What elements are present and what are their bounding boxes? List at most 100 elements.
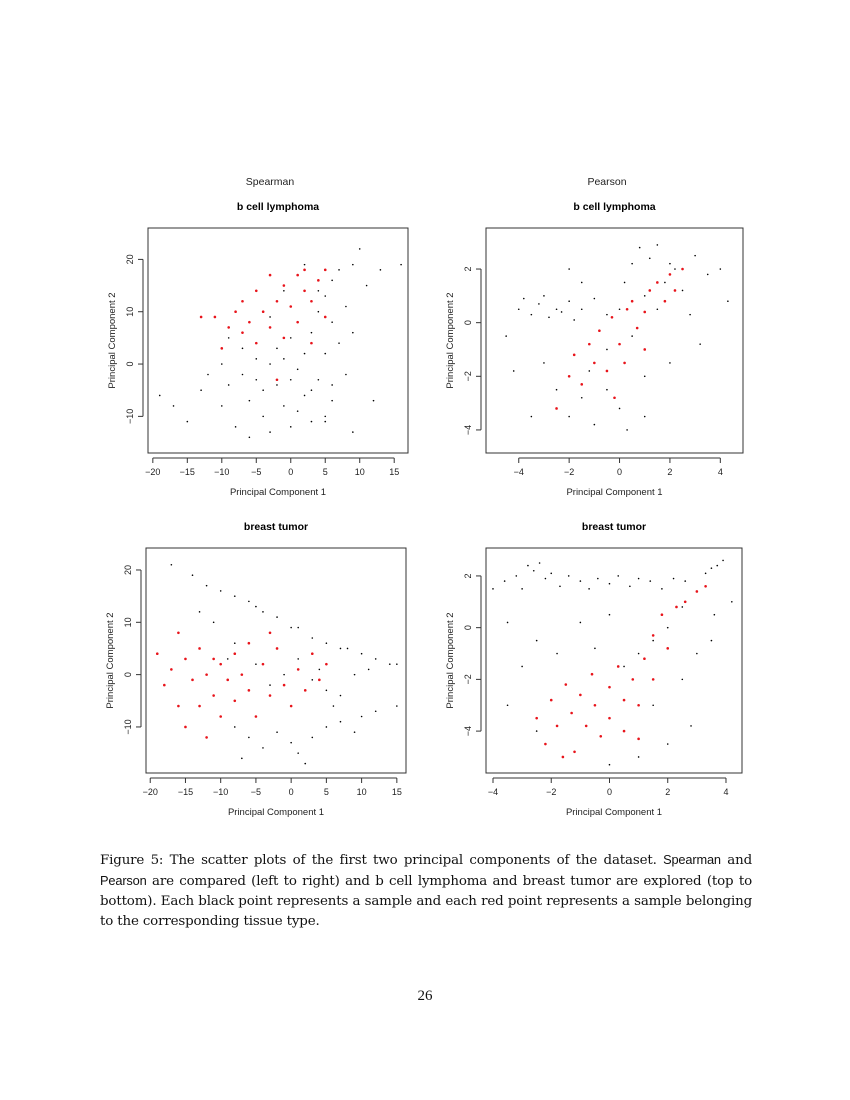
sample-point — [317, 310, 320, 313]
sample-point — [262, 611, 264, 613]
sample-point — [360, 715, 363, 718]
x-tick-label: 10 — [355, 467, 365, 477]
sample-point — [527, 564, 529, 567]
sample-point — [543, 362, 545, 364]
sample-point — [538, 562, 541, 564]
tissue-sample-point — [637, 737, 640, 741]
sample-point — [360, 652, 363, 655]
sample-point — [699, 343, 701, 345]
sample-point — [289, 378, 292, 381]
sample-point — [248, 399, 251, 402]
sample-point — [559, 585, 561, 588]
tissue-sample-point — [254, 715, 258, 718]
sample-point — [158, 394, 161, 397]
y-tick-label: 0 — [463, 320, 473, 325]
x-tick-label: 10 — [357, 787, 367, 797]
sample-point — [648, 257, 651, 260]
sample-point — [606, 313, 608, 316]
tissue-sample-point — [198, 704, 201, 708]
x-axis-label: Principal Component 1 — [230, 487, 326, 498]
sample-point — [331, 384, 333, 386]
sample-point — [388, 663, 391, 665]
sample-point — [618, 308, 621, 311]
sample-point — [283, 289, 285, 292]
tissue-sample-point — [261, 310, 265, 314]
sample-point — [233, 595, 236, 597]
tissue-sample-point — [219, 715, 222, 718]
y-tick-label: −2 — [463, 674, 473, 684]
tissue-sample-point — [213, 315, 217, 319]
sample-point — [492, 588, 494, 590]
tissue-sample-point — [282, 284, 286, 287]
tissue-sample-point — [318, 678, 321, 682]
tissue-sample-point — [240, 673, 244, 676]
tissue-sample-point — [219, 662, 222, 666]
sample-point — [200, 389, 202, 392]
tissue-sample-point — [268, 326, 272, 329]
y-tick-label: 0 — [125, 362, 135, 367]
sample-point — [372, 399, 375, 402]
sample-point — [606, 348, 608, 351]
sample-point — [352, 431, 354, 433]
sample-point — [538, 303, 540, 305]
sample-point — [631, 335, 633, 337]
sample-point — [212, 621, 215, 624]
sample-point — [296, 368, 299, 371]
tissue-sample-point — [555, 407, 558, 410]
tissue-sample-point — [155, 652, 159, 655]
sample-point — [276, 347, 278, 350]
sample-point — [556, 652, 558, 655]
sample-point — [303, 263, 306, 266]
sample-point — [579, 580, 582, 582]
tissue-sample-point — [275, 378, 279, 382]
sample-point — [588, 588, 590, 590]
tissue-sample-point — [561, 755, 565, 759]
column-label-spearman: Spearman — [246, 176, 295, 188]
tissue-sample-point — [584, 724, 588, 728]
sample-point — [269, 684, 271, 686]
sample-point — [515, 575, 518, 577]
sample-point — [325, 689, 328, 692]
tissue-sample-point — [289, 305, 293, 308]
tissue-sample-point — [184, 657, 187, 661]
tissue-sample-point — [212, 694, 215, 697]
tissue-sample-point — [303, 689, 307, 692]
tissue-sample-point — [247, 641, 251, 645]
tissue-sample-point — [635, 326, 639, 330]
tissue-sample-point — [234, 310, 237, 314]
sample-point — [303, 394, 306, 397]
sample-point — [593, 297, 596, 300]
x-tick-label: 2 — [665, 787, 670, 797]
sample-point — [227, 384, 230, 386]
tissue-sample-point — [303, 289, 306, 293]
sample-point — [241, 757, 243, 760]
sample-point — [696, 652, 698, 655]
sample-point — [521, 665, 523, 668]
caption-term-pearson: Pearson — [100, 873, 147, 888]
tissue-sample-point — [580, 383, 584, 386]
tissue-sample-point — [564, 683, 568, 686]
sample-point — [530, 313, 533, 316]
plot-frame — [485, 227, 744, 454]
tissue-sample-point — [549, 698, 553, 702]
sample-point — [629, 585, 631, 588]
sample-point — [568, 268, 570, 270]
sample-point — [661, 588, 663, 590]
sample-point — [227, 337, 230, 339]
sample-point — [324, 295, 327, 297]
tissue-sample-point — [651, 634, 655, 637]
sample-point — [311, 736, 314, 739]
tissue-sample-point — [622, 698, 626, 702]
sample-point — [311, 637, 314, 639]
tissue-sample-point — [275, 647, 279, 650]
sample-point — [219, 590, 222, 592]
sample-point — [310, 331, 313, 334]
sample-point — [522, 297, 525, 300]
y-tick-label: 0 — [463, 625, 473, 630]
sample-point — [358, 248, 361, 250]
sample-point — [643, 415, 646, 418]
sample-point — [643, 375, 646, 378]
y-axis-label: Principal Component 2 — [445, 612, 456, 708]
sample-point — [331, 321, 333, 323]
